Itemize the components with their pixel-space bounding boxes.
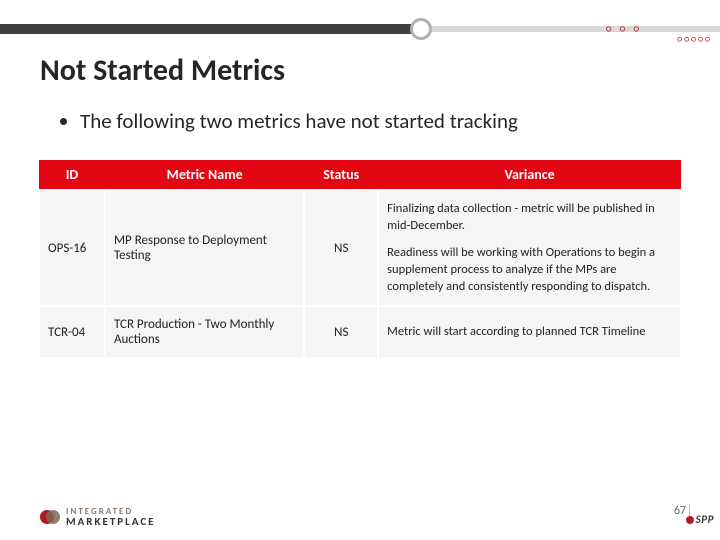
- col-header-variance: Variance: [378, 160, 681, 190]
- spp-logo: SPP: [686, 513, 714, 526]
- cell-status: NS: [304, 190, 378, 306]
- cell-variance: Finalizing data collection - metric will…: [378, 190, 681, 306]
- variance-paragraph: Readiness will be working with Operation…: [387, 245, 672, 296]
- metrics-table: ID Metric Name Status Variance OPS-16 MP…: [38, 160, 682, 359]
- header-bar-dark: [0, 24, 418, 34]
- integrated-marketplace-logo: INTEGRATED MARKETPLACE: [40, 506, 156, 528]
- header-ring-icon: [410, 18, 432, 40]
- slide: ○ ○ ○ ○○○○○ Not Started Metrics The foll…: [0, 0, 720, 540]
- cell-metric: TCR Production - Two Monthly Auctions: [105, 306, 304, 358]
- bullet-list: The following two metrics have not start…: [60, 108, 680, 134]
- cell-variance: Metric will start according to planned T…: [378, 306, 681, 358]
- header-circles-top: ○ ○ ○: [606, 22, 642, 35]
- logo-mark-icon: [40, 507, 60, 527]
- logo-text-block: INTEGRATED MARKETPLACE: [66, 506, 156, 528]
- spp-dot-icon: [686, 516, 694, 524]
- header-circles-bottom: ○○○○○: [677, 34, 712, 45]
- page-title: Not Started Metrics: [40, 52, 285, 89]
- variance-paragraph: Metric will start according to planned T…: [387, 324, 672, 341]
- header-bar-light: [418, 26, 720, 32]
- col-header-id: ID: [39, 160, 105, 190]
- cell-id: TCR-04: [39, 306, 105, 358]
- col-header-status: Status: [304, 160, 378, 190]
- footer: INTEGRATED MARKETPLACE 67 SPP: [0, 490, 720, 540]
- logo-line2: MARKETPLACE: [66, 515, 156, 528]
- table-header-row: ID Metric Name Status Variance: [39, 160, 681, 190]
- variance-paragraph: Finalizing data collection - metric will…: [387, 201, 672, 235]
- cell-status: NS: [304, 306, 378, 358]
- table-row: TCR-04 TCR Production - Two Monthly Auct…: [39, 306, 681, 358]
- col-header-metric: Metric Name: [105, 160, 304, 190]
- spp-logo-text: SPP: [696, 513, 714, 526]
- cell-id: OPS-16: [39, 190, 105, 306]
- page-number: 67: [674, 504, 686, 518]
- header-ornament: ○ ○ ○ ○○○○○: [0, 20, 720, 40]
- bullet-item: The following two metrics have not start…: [80, 108, 680, 134]
- table-row: OPS-16 MP Response to Deployment Testing…: [39, 190, 681, 306]
- cell-metric: MP Response to Deployment Testing: [105, 190, 304, 306]
